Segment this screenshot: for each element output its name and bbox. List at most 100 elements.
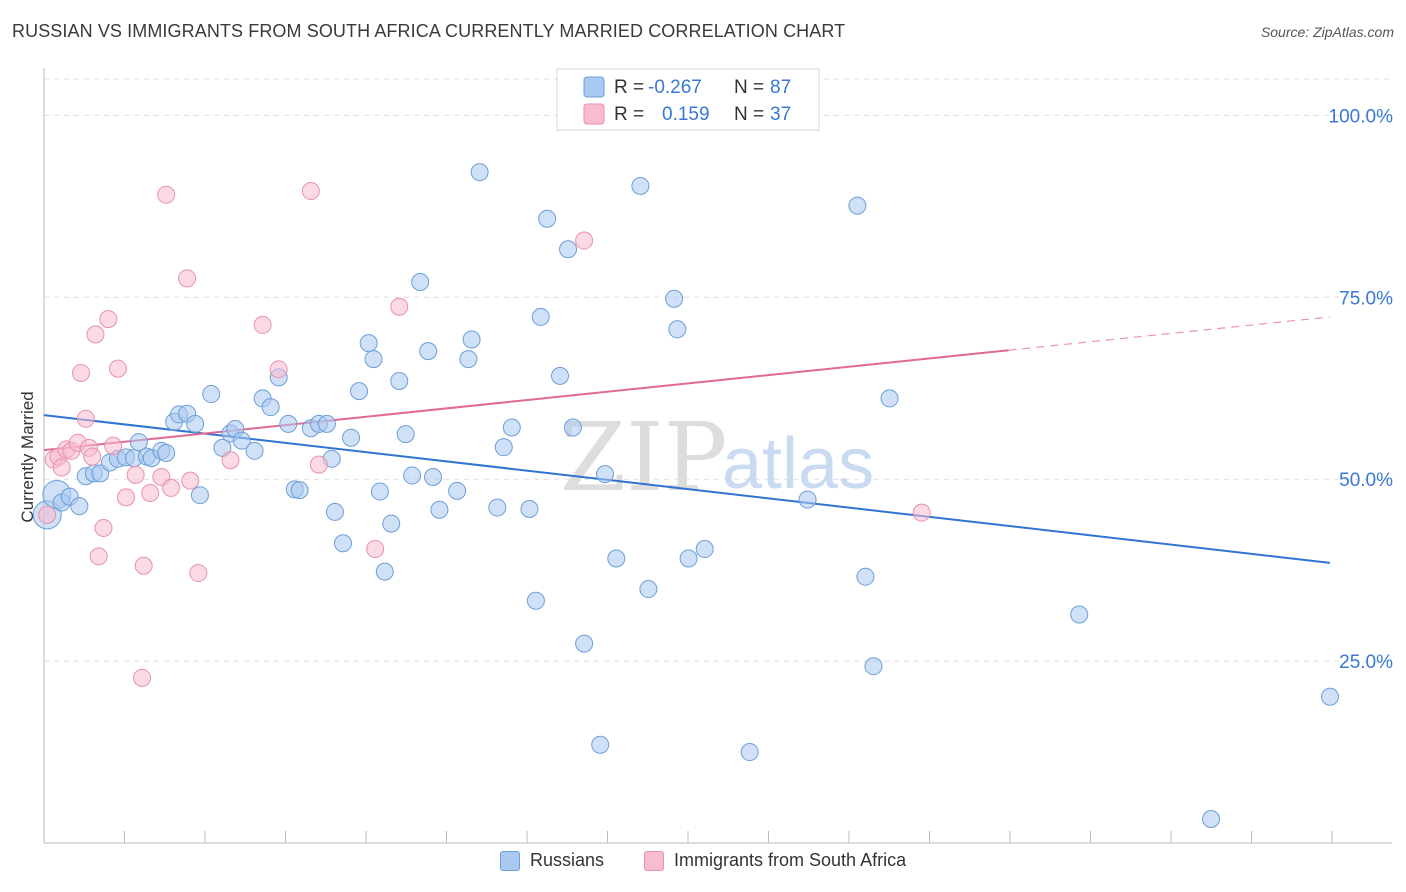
data-point bbox=[396, 425, 415, 444]
data-point bbox=[1070, 605, 1089, 624]
y-axis-label: Currently Married bbox=[18, 391, 37, 522]
data-point bbox=[912, 503, 931, 522]
data-point bbox=[695, 540, 714, 559]
data-point bbox=[83, 447, 102, 466]
data-point bbox=[1321, 687, 1339, 706]
data-point bbox=[134, 556, 153, 575]
data-point bbox=[462, 330, 481, 349]
data-point bbox=[370, 482, 389, 501]
y-tick-label: 25.0% bbox=[1339, 652, 1393, 673]
data-point bbox=[591, 735, 610, 754]
data-point bbox=[126, 465, 145, 484]
data-point bbox=[290, 481, 309, 500]
data-point bbox=[390, 371, 409, 390]
data-point bbox=[261, 398, 280, 417]
data-point bbox=[76, 409, 95, 428]
y-tick-label: 100.0% bbox=[1329, 106, 1394, 127]
data-point bbox=[232, 431, 251, 450]
data-point bbox=[551, 366, 570, 385]
grid-lines bbox=[44, 78, 1392, 662]
trend-lines bbox=[43, 316, 1331, 564]
data-point bbox=[382, 514, 401, 533]
data-point bbox=[607, 549, 626, 568]
data-point bbox=[864, 657, 883, 676]
r-label-2: R = bbox=[614, 104, 644, 125]
data-point bbox=[161, 478, 180, 497]
data-point bbox=[494, 438, 513, 457]
stats-swatch-south-africa bbox=[583, 103, 605, 125]
data-point bbox=[364, 350, 383, 369]
data-point bbox=[269, 360, 288, 379]
data-point bbox=[157, 185, 176, 204]
data-point bbox=[668, 320, 687, 339]
data-point bbox=[538, 209, 557, 228]
data-point bbox=[880, 389, 899, 408]
data-point bbox=[366, 540, 385, 559]
data-point bbox=[104, 436, 123, 455]
watermark: ZIP atlas bbox=[560, 403, 874, 513]
n-value-2: 37 bbox=[770, 104, 791, 125]
legend-item-south-africa[interactable]: Immigrants from South Africa bbox=[644, 850, 906, 871]
n-value-1: 87 bbox=[770, 77, 791, 98]
data-point bbox=[116, 488, 135, 507]
n-label-2: N = bbox=[734, 104, 764, 125]
legend-item-russians[interactable]: Russians bbox=[500, 850, 604, 871]
data-point bbox=[411, 273, 430, 292]
data-point bbox=[141, 484, 160, 503]
data-point bbox=[488, 498, 507, 517]
data-point bbox=[419, 342, 438, 361]
data-point bbox=[350, 382, 369, 401]
data-point bbox=[129, 433, 148, 452]
data-point bbox=[186, 414, 205, 433]
data-point bbox=[108, 359, 127, 378]
axes bbox=[43, 68, 1392, 844]
legend-label-russians: Russians bbox=[530, 850, 605, 870]
source-label: Source: ZipAtlas.com bbox=[1260, 24, 1394, 40]
legend-swatch-south-africa bbox=[644, 850, 664, 871]
data-point bbox=[221, 451, 240, 470]
data-point bbox=[526, 591, 545, 610]
data-point bbox=[38, 505, 57, 524]
trend-line bbox=[43, 414, 1331, 564]
r-label-1: R = bbox=[614, 77, 644, 98]
data-point bbox=[189, 564, 208, 583]
data-point bbox=[309, 455, 328, 474]
series-south-africa bbox=[38, 182, 931, 687]
data-point bbox=[1202, 809, 1221, 828]
data-point bbox=[390, 297, 409, 316]
data-point bbox=[430, 500, 449, 519]
data-point bbox=[520, 500, 539, 519]
data-point bbox=[279, 414, 298, 433]
data-point bbox=[317, 414, 336, 433]
data-point bbox=[178, 269, 197, 288]
data-point bbox=[639, 580, 658, 599]
data-point bbox=[71, 363, 90, 382]
legend-swatch-russians bbox=[500, 850, 520, 871]
data-point bbox=[470, 163, 489, 182]
data-point bbox=[375, 562, 394, 581]
data-point bbox=[856, 567, 875, 586]
series-legend: Russians Immigrants from South Africa bbox=[0, 850, 1406, 878]
chart-title: RUSSIAN VS IMMIGRANTS FROM SOUTH AFRICA … bbox=[12, 21, 846, 41]
data-point bbox=[448, 481, 467, 500]
n-label-1: N = bbox=[734, 77, 764, 98]
legend-label-south-africa: Immigrants from South Africa bbox=[674, 850, 907, 870]
watermark-zip: ZIP bbox=[560, 403, 727, 513]
data-point bbox=[575, 634, 594, 653]
data-point bbox=[70, 497, 89, 516]
data-point bbox=[575, 231, 594, 250]
r-value-1: -0.267 bbox=[648, 77, 702, 98]
data-point bbox=[798, 490, 817, 509]
data-point bbox=[424, 468, 443, 487]
data-point bbox=[848, 196, 867, 215]
data-point bbox=[403, 466, 422, 485]
data-point bbox=[342, 428, 361, 447]
data-point bbox=[94, 518, 113, 537]
trend-line-extension bbox=[1008, 316, 1331, 351]
data-point bbox=[301, 182, 320, 201]
data-point bbox=[740, 743, 759, 762]
y-tick-label: 75.0% bbox=[1339, 288, 1393, 309]
data-point bbox=[502, 418, 521, 437]
trend-line bbox=[43, 349, 1009, 452]
series-russians bbox=[32, 163, 1339, 828]
